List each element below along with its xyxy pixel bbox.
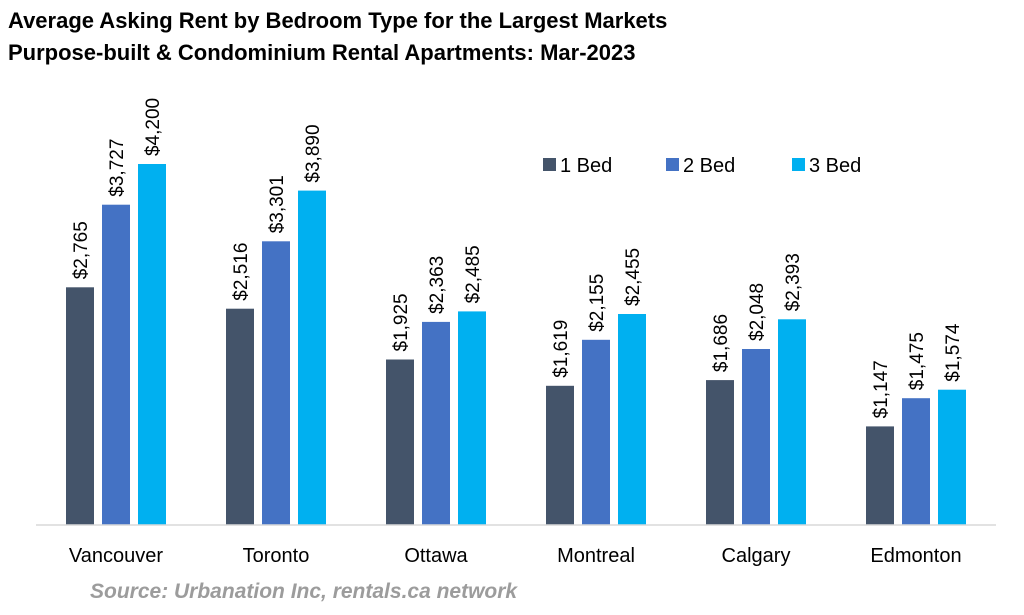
data-label-vancouver-3-bed: $4,200 [143, 98, 164, 156]
chart-subtitle: Purpose-built & Condominium Rental Apart… [8, 40, 635, 65]
category-label-ottawa: Ottawa [404, 545, 468, 567]
data-label-montreal-3-bed: $2,455 [623, 248, 644, 306]
legend-swatch-2-bed [666, 158, 679, 171]
data-label-calgary-3-bed: $2,393 [783, 253, 804, 311]
bar-montreal-2-bed [582, 339, 610, 525]
bar-vancouver-3-bed [138, 164, 166, 525]
bar-toronto-2-bed [262, 241, 290, 526]
bar-toronto-1-bed [226, 308, 254, 525]
data-label-edmonton-3-bed: $1,574 [943, 323, 964, 382]
legend-swatch-1-bed [543, 158, 556, 171]
value-labels-layer: $2,765 $3,727 $4,200 $2,516 $3,301 $3,890 $1,9… [71, 98, 964, 419]
legend-label-1-bed: 1 Bed [560, 155, 612, 177]
data-label-toronto-3-bed: $3,890 [303, 124, 324, 182]
category-label-toronto: Toronto [243, 545, 310, 567]
data-label-edmonton-1-bed: $1,147 [871, 360, 892, 418]
bar-calgary-2-bed [742, 349, 770, 525]
category-label-edmonton: Edmonton [870, 545, 961, 567]
bar-vancouver-2-bed [102, 204, 130, 525]
bar-ottawa-1-bed [386, 359, 414, 525]
bars-layer [66, 164, 966, 526]
data-label-calgary-1-bed: $1,686 [711, 314, 732, 372]
data-label-toronto-2-bed: $3,301 [267, 175, 288, 233]
bar-edmonton-2-bed [902, 398, 930, 525]
data-label-ottawa-2-bed: $2,363 [427, 256, 448, 314]
category-labels-layer: Vancouver Toronto Ottawa Montreal Calgary Edm… [69, 545, 962, 567]
category-label-calgary: Calgary [722, 545, 791, 567]
bar-toronto-3-bed [298, 190, 326, 525]
data-label-montreal-2-bed: $2,155 [587, 274, 608, 332]
bar-ottawa-2-bed [422, 321, 450, 525]
category-label-montreal: Montreal [557, 545, 635, 567]
legend-label-2-bed: 2 Bed [683, 155, 735, 177]
source-note: Source: Urbanation Inc, rentals.ca netwo… [90, 580, 518, 603]
data-label-montreal-1-bed: $1,619 [551, 320, 572, 378]
legend-label-3-bed: 3 Bed [809, 155, 861, 177]
data-label-vancouver-2-bed: $3,727 [107, 139, 128, 197]
data-label-ottawa-3-bed: $2,485 [463, 245, 484, 303]
data-label-calgary-2-bed: $2,048 [747, 283, 768, 341]
legend-swatch-3-bed [792, 158, 805, 171]
data-label-edmonton-2-bed: $1,475 [907, 332, 928, 390]
bar-edmonton-3-bed [938, 389, 966, 525]
bar-montreal-1-bed [546, 385, 574, 525]
data-label-vancouver-1-bed: $2,765 [71, 221, 92, 279]
bar-calgary-1-bed [706, 380, 734, 525]
legend: 1 Bed 2 Bed 3 Bed [543, 155, 861, 177]
category-label-vancouver: Vancouver [69, 545, 163, 567]
bar-calgary-3-bed [778, 319, 806, 525]
bar-edmonton-1-bed [866, 426, 894, 525]
data-label-ottawa-1-bed: $1,925 [391, 293, 412, 351]
data-label-toronto-1-bed: $2,516 [231, 243, 252, 301]
chart-title: Average Asking Rent by Bedroom Type for … [8, 8, 667, 33]
bar-vancouver-1-bed [66, 287, 94, 525]
bar-ottawa-3-bed [458, 311, 486, 525]
bar-montreal-3-bed [618, 314, 646, 525]
